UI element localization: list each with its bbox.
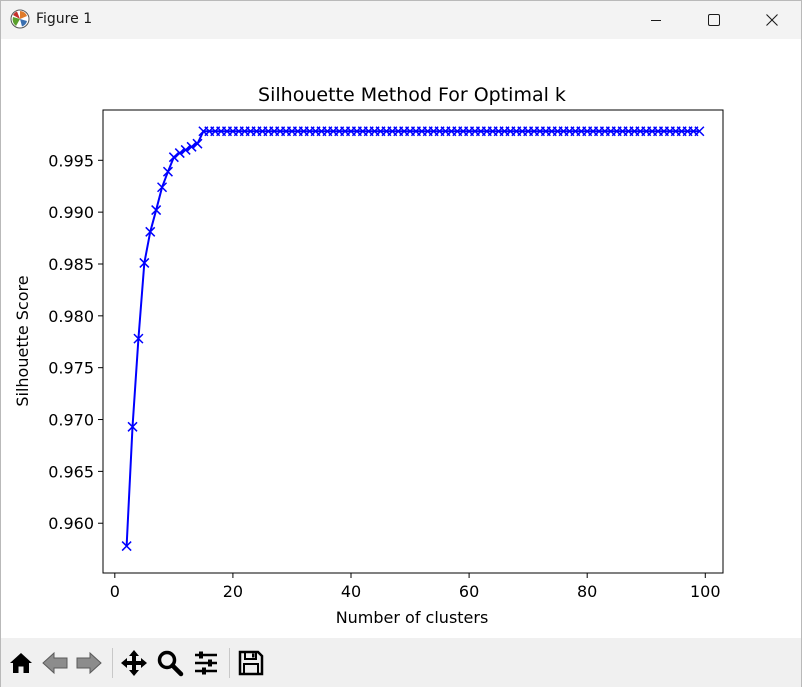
data-point-marker <box>186 141 197 152</box>
toolbar-separator <box>229 648 230 678</box>
x-axis-ticks: 0 20 40 60 80 100 <box>110 573 721 601</box>
x-tick-label: 0 <box>110 582 120 601</box>
minimize-button[interactable] <box>627 1 685 39</box>
data-point-marker <box>145 226 156 237</box>
data-point-marker <box>694 126 705 137</box>
data-point-marker <box>180 144 191 155</box>
data-point-marker <box>174 148 185 159</box>
maximize-icon <box>708 14 720 26</box>
window-title: Figure 1 <box>36 11 93 27</box>
chart-title: Silhouette Method For Optimal k <box>258 84 566 106</box>
save-button[interactable] <box>235 647 267 679</box>
maximize-button[interactable] <box>685 1 743 39</box>
data-point-marker <box>151 205 162 216</box>
navigation-toolbar <box>1 638 801 687</box>
data-point-marker <box>121 541 132 552</box>
configure-subplots-icon <box>195 651 217 675</box>
back-arrow-icon <box>42 651 68 675</box>
pan-move-icon <box>121 650 147 676</box>
zoom-magnifier-icon <box>157 650 184 677</box>
zoom-button[interactable] <box>154 647 186 679</box>
x-tick-label: 100 <box>690 582 721 601</box>
y-tick-label: 0.975 <box>48 359 94 378</box>
save-floppy-icon <box>238 650 264 676</box>
title-bar[interactable]: Figure 1 <box>1 1 801 39</box>
data-point-marker <box>162 166 173 177</box>
x-tick-label: 20 <box>223 582 243 601</box>
forward-button[interactable] <box>73 647 105 679</box>
matplotlib-app-icon <box>10 9 30 29</box>
x-tick-label: 60 <box>459 582 479 601</box>
forward-arrow-icon <box>76 651 102 675</box>
y-tick-label: 0.980 <box>48 307 94 326</box>
back-button[interactable] <box>39 647 71 679</box>
chart-svg: Silhouette Method For Optimal k 0 20 40 60 8… <box>13 84 724 627</box>
x-axis-label: Number of clusters <box>336 608 489 627</box>
home-button[interactable] <box>5 647 37 679</box>
y-tick-label: 0.960 <box>48 514 94 533</box>
data-point-marker <box>139 257 150 268</box>
y-tick-label: 0.990 <box>48 203 94 222</box>
y-tick-label: 0.970 <box>48 411 94 430</box>
x-tick-label: 80 <box>577 582 597 601</box>
data-point-marker <box>127 421 138 432</box>
series-group <box>121 126 705 552</box>
close-button[interactable] <box>743 1 801 39</box>
toolbar-separator <box>112 648 113 678</box>
close-icon <box>766 14 778 26</box>
data-point-marker <box>168 152 179 163</box>
configure-subplots-button[interactable] <box>190 647 222 679</box>
y-tick-label: 0.985 <box>48 255 94 274</box>
data-point-marker <box>133 333 144 344</box>
figure-canvas[interactable]: Silhouette Method For Optimal k 0 20 40 60 8… <box>1 39 801 637</box>
y-tick-label: 0.995 <box>48 151 94 170</box>
y-tick-label: 0.965 <box>48 462 94 481</box>
home-icon <box>10 653 32 673</box>
data-point-marker <box>157 182 168 193</box>
minimize-icon <box>651 20 661 21</box>
pan-button[interactable] <box>118 647 150 679</box>
y-axis-label: Silhouette Score <box>13 275 32 406</box>
data-point-marker <box>192 138 203 149</box>
y-axis-ticks: 0.960 0.965 0.970 0.975 0.980 0.985 0.990 0.995 <box>48 151 103 533</box>
plot-axes <box>102 109 724 574</box>
x-tick-label: 40 <box>341 582 361 601</box>
